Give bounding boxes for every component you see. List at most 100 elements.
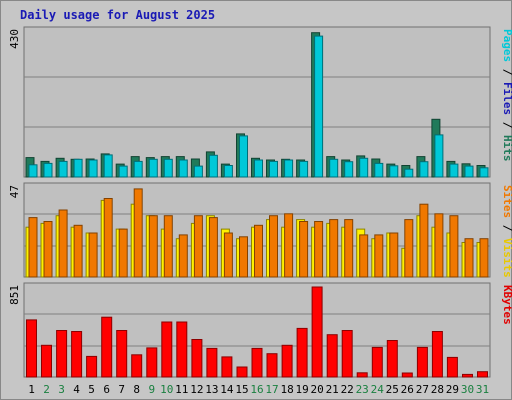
bar-top-files-5 [88,159,98,178]
bar-bottom-kbytes-5 [86,355,98,378]
bar-middle-sites-27 [419,203,429,278]
legend-label-top: Pages / Files / Hits [501,29,512,162]
bar-top-files-15 [239,135,248,178]
bar-bottom-kbytes-3 [56,330,68,378]
bar-bottom-kbytes-10 [161,321,173,378]
bar-bottom-kbytes-8 [131,354,143,378]
legend-label-middle: Sites / Visits [501,185,512,278]
bar-bottom-kbytes-24 [371,346,383,378]
bar-top-files-10 [163,158,173,178]
x-tick-label-28: 28 [431,383,444,396]
bar-middle-sites-10 [163,215,173,278]
bar-bottom-kbytes-19 [296,327,308,378]
bar-middle-sites-6 [103,198,113,278]
bar-top-files-13 [208,154,218,178]
legend-label-bottom: KBytes [501,285,512,325]
bar-middle-sites-1 [28,217,38,278]
bar-bottom-kbytes-11 [176,321,188,378]
bar-middle-sites-22 [344,219,354,278]
y-max-label-bottom: 851 [8,285,21,305]
x-tick-label-16: 16 [250,383,263,396]
bar-top-files-8 [133,160,143,178]
bar-middle-sites-31 [479,238,489,278]
bar-middle-sites-24 [374,234,384,278]
bar-top-files-1 [28,164,38,178]
bar-bottom-kbytes-26 [401,372,413,378]
bar-middle-sites-26 [404,219,414,278]
bar-middle-sites-13 [208,217,218,278]
bar-top-files-20 [314,35,324,178]
bar-top-files-24 [374,162,384,178]
bar-bottom-kbytes-29 [446,356,458,378]
x-tick-label-31: 31 [476,383,489,396]
x-tick-label-25: 25 [386,383,399,396]
bar-bottom-kbytes-15 [236,366,248,378]
x-tick-label-11: 11 [175,383,188,396]
legend-segment-top-1: / [501,62,512,82]
chart-title: Daily usage for August 2025 [20,8,215,22]
plot-area-top [23,26,491,178]
bar-top-files-21 [329,158,339,178]
bar-bottom-kbytes-4 [71,331,83,378]
x-tick-label-7: 7 [118,383,125,396]
x-tick-label-15: 15 [235,383,248,396]
bar-top-files-4 [73,158,83,178]
bar-top-files-12 [193,165,203,178]
x-tick-label-18: 18 [280,383,293,396]
bar-middle-sites-25 [389,232,399,278]
bar-top-files-23 [359,157,369,178]
x-tick-label-10: 10 [160,383,173,396]
bar-bottom-kbytes-13 [206,347,218,378]
bar-bottom-kbytes-23 [356,372,368,378]
x-tick-label-30: 30 [461,383,474,396]
x-tick-label-22: 22 [341,383,354,396]
bar-top-files-9 [148,158,158,178]
x-tick-label-5: 5 [88,383,95,396]
bar-top-files-3 [58,160,68,178]
x-tick-label-20: 20 [310,383,323,396]
bar-top-files-26 [404,168,414,178]
bar-top-files-22 [344,161,354,178]
x-tick-label-6: 6 [103,383,110,396]
bar-middle-sites-2 [43,221,53,278]
legend-segment-middle-1: / [501,218,512,238]
x-tick-label-12: 12 [190,383,203,396]
bar-bottom-kbytes-14 [221,356,233,378]
x-tick-label-14: 14 [220,383,234,396]
bar-top-files-29 [449,163,459,178]
bar-top-files-19 [299,160,309,178]
bar-top-files-16 [254,159,263,178]
bar-bottom-kbytes-16 [251,347,263,378]
bar-bottom-kbytes-28 [431,331,443,378]
bar-middle-sites-23 [359,234,369,278]
bar-middle-sites-19 [299,221,309,278]
bar-middle-sites-30 [464,238,474,278]
bar-bottom-kbytes-1 [26,319,37,378]
bar-bottom-kbytes-6 [101,316,113,378]
bar-middle-sites-9 [148,215,158,278]
bar-top-files-31 [479,167,489,178]
x-tick-label-4: 4 [73,383,80,396]
x-tick-label-19: 19 [295,383,308,396]
bar-top-files-17 [269,160,278,178]
bar-bottom-kbytes-18 [281,344,293,378]
bar-top-files-7 [118,165,128,178]
bar-middle-sites-5 [88,232,98,278]
bar-top-files-30 [464,165,474,178]
bar-top-files-27 [419,161,429,178]
x-tick-label-3: 3 [58,383,65,396]
legend-segment-top-4: Hits [501,135,512,162]
bar-bottom-kbytes-22 [341,330,353,378]
bar-bottom-kbytes-20 [311,286,323,378]
legend-segment-top-2: Files [501,82,512,115]
bar-top-files-6 [103,154,113,178]
bar-top-files-18 [284,159,294,178]
bar-middle-sites-18 [284,213,294,278]
x-tick-label-13: 13 [205,383,218,396]
bar-top-files-11 [178,159,188,178]
x-tick-label-9: 9 [148,383,155,396]
bar-bottom-kbytes-7 [116,330,128,378]
bar-bottom-kbytes-25 [386,340,398,378]
x-tick-label-8: 8 [133,383,140,396]
bar-top-files-25 [389,165,399,178]
